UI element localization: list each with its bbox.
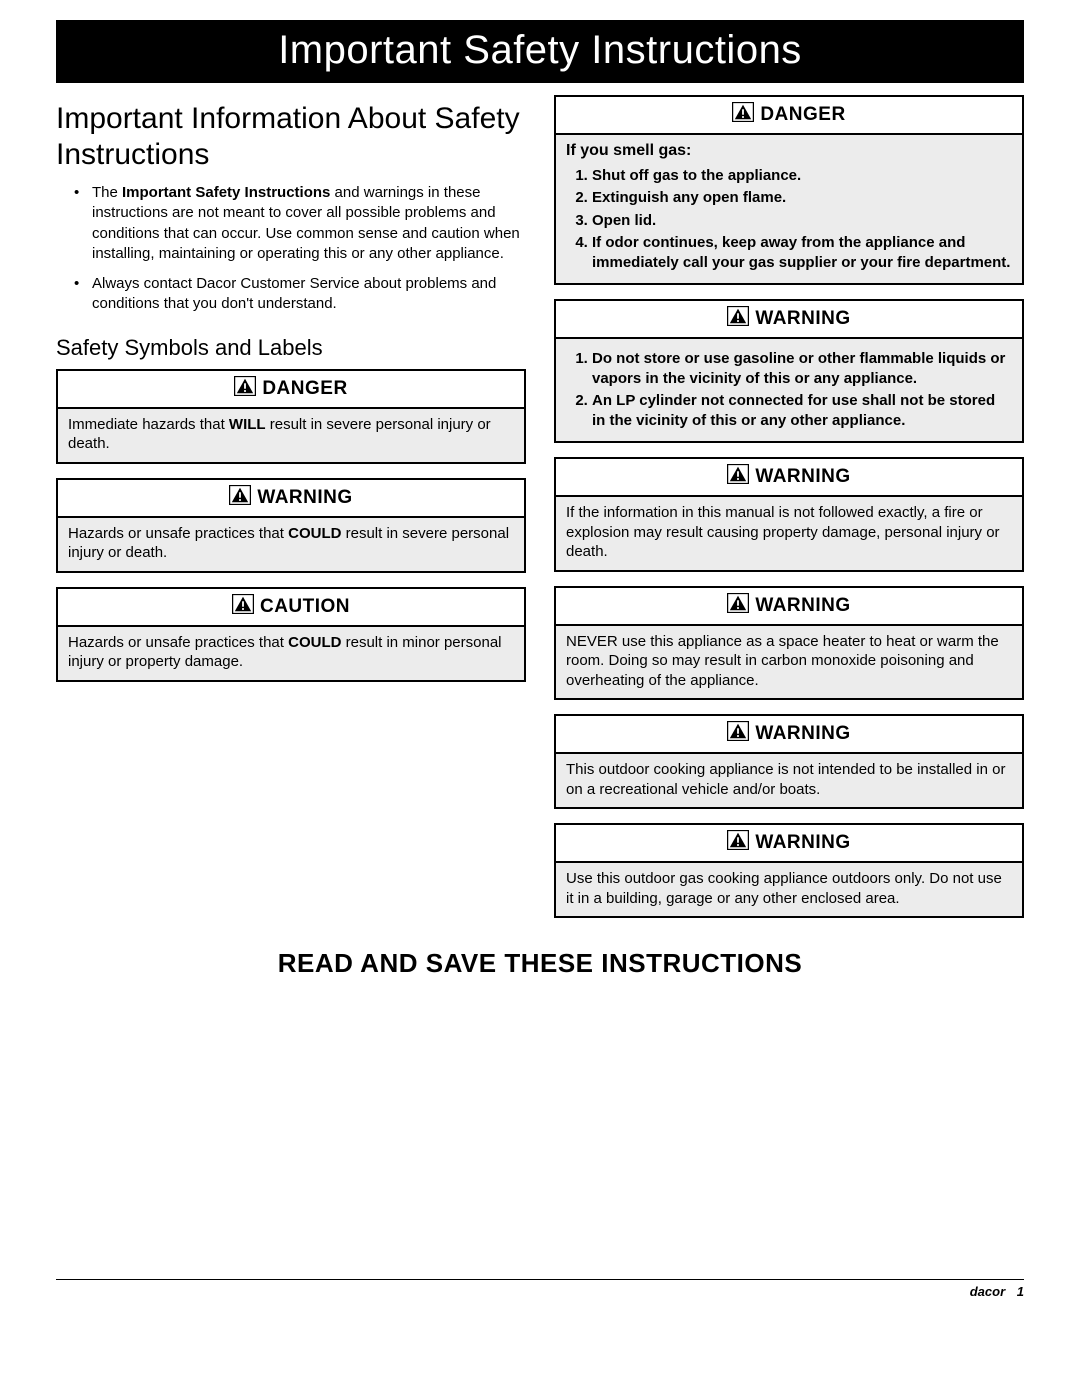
alert-text: NEVER use this appliance as a space heat…	[566, 633, 999, 689]
warning-triangle-icon	[727, 593, 749, 619]
alert-label: WARNING	[755, 595, 850, 617]
alert-header: WARNING	[58, 480, 524, 518]
alert-list-item: Shut off gas to the appliance.	[592, 166, 1012, 186]
alert-body: Do not store or use gasoline or other fl…	[556, 339, 1022, 441]
alert-text: If the information in this manual is not…	[566, 504, 1000, 560]
alert-box-warning: WARNING Hazards or unsafe practices that …	[56, 478, 526, 573]
alert-label: WARNING	[755, 832, 850, 854]
alert-label: WARNING	[755, 466, 850, 488]
alert-body: This outdoor cooking appliance is not in…	[556, 754, 1022, 807]
alert-header: DANGER	[556, 97, 1022, 135]
page-footer: dacor 1	[56, 1279, 1024, 1299]
alert-list-item: If odor continues, keep away from the ap…	[592, 233, 1012, 272]
alert-header: WARNING	[556, 588, 1022, 626]
alert-label: DANGER	[262, 378, 347, 400]
warning-triangle-icon	[727, 306, 749, 332]
alert-label: CAUTION	[260, 596, 350, 618]
alert-body: Use this outdoor gas cooking appliance o…	[556, 863, 1022, 916]
intro-bullets: The Important Safety Instructions and wa…	[56, 183, 526, 315]
alert-list: Shut off gas to the appliance.Extinguish…	[566, 166, 1012, 273]
alert-body: Immediate hazards that WILL result in se…	[58, 409, 524, 462]
alert-header: WARNING	[556, 716, 1022, 754]
alert-body: If the information in this manual is not…	[556, 497, 1022, 570]
alert-list-item: Open lid.	[592, 211, 1012, 231]
alert-text: Use this outdoor gas cooking appliance o…	[566, 870, 1002, 907]
brand-logo-text: dacor	[970, 1284, 1005, 1299]
alert-header: WARNING	[556, 301, 1022, 339]
alert-body: If you smell gas: Shut off gas to the app…	[556, 135, 1022, 283]
alert-box-warning: WARNING NEVER use this appliance as a spa…	[554, 586, 1024, 701]
alert-box-warning: WARNING Use this outdoor gas cooking appl…	[554, 823, 1024, 918]
alert-body: NEVER use this appliance as a space heat…	[556, 626, 1022, 699]
alert-list-item: Extinguish any open flame.	[592, 188, 1012, 208]
alert-header: DANGER	[58, 371, 524, 409]
warning-triangle-icon	[732, 102, 754, 128]
warning-triangle-icon	[232, 594, 254, 620]
alert-list-item: Do not store or use gasoline or other fl…	[592, 349, 1012, 388]
alert-box-caution: CAUTION Hazards or unsafe practices that …	[56, 587, 526, 682]
intro-bullet: The Important Safety Instructions and wa…	[74, 183, 526, 264]
alert-header: WARNING	[556, 825, 1022, 863]
warning-triangle-icon	[727, 721, 749, 747]
alert-box-warning: WARNING This outdoor cooking appliance is…	[554, 714, 1024, 809]
alert-body: Hazards or unsafe practices that COULD r…	[58, 518, 524, 571]
alert-body: Hazards or unsafe practices that COULD r…	[58, 627, 524, 680]
alert-label: WARNING	[755, 723, 850, 745]
footer-instruction: READ AND SAVE THESE INSTRUCTIONS	[56, 948, 1024, 979]
alert-subhead: If you smell gas:	[566, 141, 1012, 162]
warning-triangle-icon	[727, 464, 749, 490]
left-column: Important Information About Safety Instr…	[56, 95, 526, 932]
page-number: 1	[1017, 1284, 1024, 1299]
right-column: DANGER If you smell gas: Shut off gas to t…	[554, 95, 1024, 932]
alert-text: This outdoor cooking appliance is not in…	[566, 761, 1005, 798]
page-banner: Important Safety Instructions	[56, 20, 1024, 83]
alert-box-warning: WARNING Do not store or use gasoline or o…	[554, 299, 1024, 443]
alert-box-warning: WARNING If the information in this manual…	[554, 457, 1024, 572]
intro-bullet: Always contact Dacor Customer Service ab…	[74, 274, 526, 315]
left-section-title: Important Information About Safety Instr…	[56, 101, 526, 173]
alert-label: WARNING	[755, 308, 850, 330]
alert-label: WARNING	[257, 487, 352, 509]
symbols-subhead: Safety Symbols and Labels	[56, 335, 526, 361]
alert-header: WARNING	[556, 459, 1022, 497]
alert-list-item: An LP cylinder not connected for use sha…	[592, 391, 1012, 430]
alert-box-danger: DANGER If you smell gas: Shut off gas to t…	[554, 95, 1024, 285]
alert-label: DANGER	[760, 104, 845, 126]
alert-list: Do not store or use gasoline or other fl…	[566, 349, 1012, 430]
warning-triangle-icon	[727, 830, 749, 856]
warning-triangle-icon	[229, 485, 251, 511]
warning-triangle-icon	[234, 376, 256, 402]
alert-box-danger: DANGER Immediate hazards that WILL result…	[56, 369, 526, 464]
alert-header: CAUTION	[58, 589, 524, 627]
two-column-layout: Important Information About Safety Instr…	[56, 95, 1024, 932]
